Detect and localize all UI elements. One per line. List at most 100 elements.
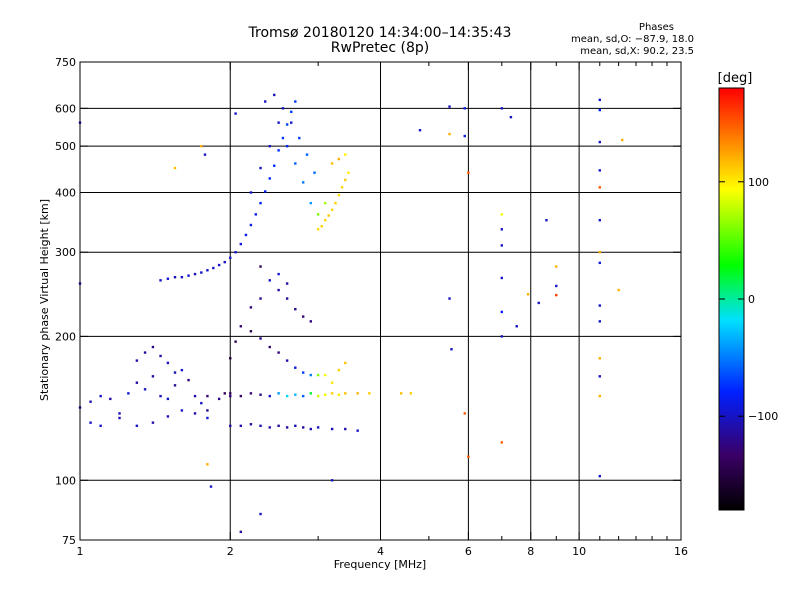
data-point: [450, 348, 453, 351]
y-tick-label: 750: [55, 56, 76, 69]
data-point: [281, 136, 285, 140]
data-point: [330, 162, 334, 165]
data-point: [239, 530, 243, 534]
data-point: [166, 361, 170, 365]
data-point: [285, 394, 289, 398]
data-point: [285, 359, 289, 362]
data-point: [598, 320, 601, 323]
data-point: [598, 108, 601, 112]
data-point: [223, 392, 226, 395]
data-point: [298, 136, 301, 140]
x-axis: 1 2 4 6 8 10 16: [77, 62, 688, 558]
data-point: [330, 392, 334, 395]
data-point: [285, 123, 289, 126]
data-point: [173, 384, 177, 387]
chart-subtitle: RwPretec (8p): [330, 40, 430, 56]
data-point: [118, 416, 121, 420]
data-point: [500, 244, 504, 247]
data-point: [294, 100, 297, 103]
data-point: [259, 166, 262, 170]
colorbar-tick-label: 100: [748, 176, 769, 189]
data-point: [617, 288, 620, 292]
data-point: [467, 171, 470, 174]
data-point: [555, 293, 558, 297]
data-point: [277, 392, 280, 395]
data-point: [264, 100, 267, 103]
data-point: [244, 233, 248, 237]
y-tick-label: 600: [55, 102, 76, 115]
y-tick-label: 100: [55, 474, 76, 487]
y-tick-label: 200: [55, 330, 76, 343]
x-tick-label: 8: [527, 545, 534, 558]
data-point: [229, 357, 232, 360]
data-point: [327, 214, 330, 217]
data-point: [598, 219, 601, 222]
data-point: [229, 392, 232, 395]
data-point: [285, 282, 289, 285]
data-point: [173, 166, 177, 170]
data-point: [254, 213, 257, 216]
data-point: [313, 171, 316, 174]
x-tick-label: 6: [465, 545, 472, 558]
x-tick-label: 10: [572, 545, 586, 558]
data-point: [273, 164, 276, 167]
data-point: [217, 263, 221, 267]
data-point: [249, 191, 253, 194]
data-point: [621, 138, 624, 142]
data-point: [598, 261, 601, 265]
data-point: [166, 415, 170, 418]
colorbar-tick-label: −100: [748, 410, 778, 423]
data-point: [320, 225, 323, 228]
data-point: [234, 112, 237, 115]
data-point: [330, 208, 334, 212]
data-point: [500, 441, 504, 444]
data-point: [598, 98, 601, 102]
data-point: [259, 337, 262, 340]
data-point: [239, 394, 243, 398]
y-tick-label: 75: [62, 534, 76, 547]
data-point: [305, 153, 309, 156]
data-point: [223, 260, 226, 264]
data-point: [330, 381, 334, 384]
data-point: [368, 392, 371, 395]
data-point: [545, 219, 548, 222]
data-point: [309, 427, 312, 431]
data-point: [200, 401, 203, 405]
data-point: [217, 397, 221, 401]
data-point: [285, 144, 289, 148]
data-point: [448, 132, 451, 136]
data-point: [555, 284, 558, 288]
x-tick-label: 1: [77, 545, 84, 558]
grid-lines: [80, 62, 681, 540]
data-point: [143, 388, 147, 391]
data-point: [515, 325, 518, 328]
data-point: [277, 272, 280, 276]
data-point: [509, 115, 513, 119]
data-point: [277, 351, 280, 354]
data-point: [277, 288, 280, 292]
data-point: [143, 351, 147, 354]
data-point: [180, 275, 184, 279]
data-point: [301, 371, 305, 374]
data-point: [463, 134, 466, 138]
data-point: [598, 394, 601, 398]
data-point: [330, 479, 334, 482]
data-point: [500, 335, 504, 338]
data-point: [285, 426, 289, 429]
data-point: [337, 368, 341, 372]
y-axis: 75 100 200 300 400 500 600 750: [55, 56, 681, 547]
phase-stat-x: mean, sd,X: 90.2, 23.5: [580, 46, 694, 57]
data-point: [309, 320, 312, 323]
data-point: [249, 423, 253, 426]
data-point: [324, 201, 327, 205]
data-point: [324, 373, 327, 377]
data-point: [249, 223, 253, 227]
data-point: [301, 394, 305, 398]
data-point: [268, 177, 271, 180]
phase-stat-o: mean, sd,O: −87.9, 18.0: [571, 34, 694, 45]
data-point: [409, 392, 412, 395]
data-point: [598, 357, 601, 360]
data-point: [309, 373, 312, 377]
data-point: [259, 265, 262, 268]
data-point: [356, 392, 359, 395]
